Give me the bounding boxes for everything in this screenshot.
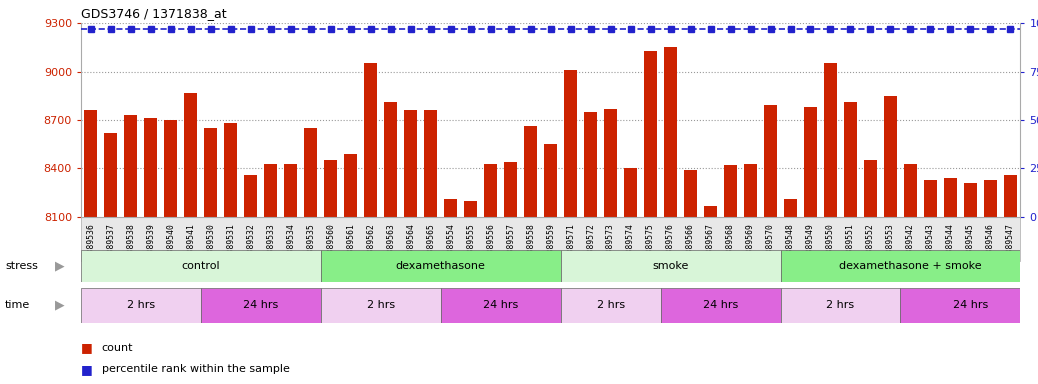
Text: ■: ■ bbox=[81, 363, 92, 376]
Text: time: time bbox=[5, 300, 30, 310]
Bar bbox=[624, 169, 637, 217]
Bar bbox=[924, 180, 937, 217]
Text: 2 hrs: 2 hrs bbox=[366, 300, 394, 310]
Bar bbox=[364, 63, 377, 217]
Bar bbox=[164, 120, 177, 217]
Bar bbox=[244, 175, 257, 217]
Bar bbox=[964, 183, 977, 217]
Bar bbox=[484, 164, 497, 217]
Text: count: count bbox=[102, 343, 133, 353]
Text: 24 hrs: 24 hrs bbox=[243, 300, 278, 310]
Bar bbox=[125, 115, 137, 217]
Bar bbox=[984, 180, 996, 217]
Bar bbox=[824, 63, 837, 217]
Bar bbox=[185, 93, 197, 217]
Bar bbox=[384, 102, 398, 217]
Text: ▶: ▶ bbox=[55, 299, 65, 312]
Bar bbox=[284, 164, 297, 217]
Text: 24 hrs: 24 hrs bbox=[703, 300, 738, 310]
Bar bbox=[844, 102, 857, 217]
Text: dexamethasone + smoke: dexamethasone + smoke bbox=[839, 261, 982, 271]
Bar bbox=[524, 126, 538, 217]
Bar bbox=[725, 165, 737, 217]
Bar bbox=[425, 110, 437, 217]
Bar bbox=[81, 288, 201, 323]
Text: 2 hrs: 2 hrs bbox=[826, 300, 854, 310]
Bar bbox=[561, 250, 781, 282]
Text: 24 hrs: 24 hrs bbox=[483, 300, 518, 310]
Text: ■: ■ bbox=[81, 341, 92, 354]
Bar bbox=[564, 70, 577, 217]
Bar bbox=[441, 288, 561, 323]
Text: 24 hrs: 24 hrs bbox=[953, 300, 988, 310]
Bar bbox=[204, 128, 217, 217]
Bar bbox=[81, 250, 321, 282]
Bar bbox=[764, 106, 777, 217]
Text: 2 hrs: 2 hrs bbox=[127, 300, 155, 310]
Text: GDS3746 / 1371838_at: GDS3746 / 1371838_at bbox=[81, 7, 226, 20]
Bar bbox=[684, 170, 698, 217]
Text: smoke: smoke bbox=[653, 261, 689, 271]
Text: stress: stress bbox=[5, 261, 38, 271]
Bar bbox=[944, 178, 957, 217]
Bar bbox=[84, 110, 98, 217]
Bar bbox=[464, 201, 477, 217]
Bar bbox=[404, 110, 417, 217]
Bar bbox=[781, 250, 1038, 282]
Bar bbox=[804, 107, 817, 217]
Bar bbox=[660, 288, 781, 323]
Bar bbox=[444, 199, 457, 217]
Bar bbox=[784, 199, 797, 217]
Bar bbox=[304, 128, 318, 217]
Text: dexamethasone: dexamethasone bbox=[395, 261, 486, 271]
Bar bbox=[144, 118, 158, 217]
Bar bbox=[744, 164, 757, 217]
Bar bbox=[904, 164, 917, 217]
Text: control: control bbox=[182, 261, 220, 271]
Bar bbox=[265, 164, 277, 217]
Text: percentile rank within the sample: percentile rank within the sample bbox=[102, 364, 290, 374]
Bar bbox=[704, 206, 717, 217]
Bar bbox=[544, 144, 557, 217]
Bar bbox=[321, 288, 441, 323]
Bar bbox=[900, 288, 1038, 323]
Bar bbox=[645, 51, 657, 217]
Bar bbox=[105, 133, 117, 217]
Bar bbox=[321, 250, 561, 282]
Bar bbox=[884, 96, 897, 217]
Bar bbox=[781, 288, 900, 323]
Bar bbox=[1004, 175, 1017, 217]
Bar bbox=[201, 288, 321, 323]
Bar bbox=[324, 161, 337, 217]
Bar bbox=[604, 109, 618, 217]
Text: 2 hrs: 2 hrs bbox=[597, 300, 625, 310]
Bar bbox=[664, 47, 677, 217]
Bar bbox=[584, 112, 597, 217]
Bar bbox=[504, 162, 517, 217]
Bar bbox=[561, 288, 660, 323]
Bar bbox=[864, 161, 877, 217]
Bar bbox=[224, 123, 238, 217]
Bar bbox=[345, 154, 357, 217]
Text: ▶: ▶ bbox=[55, 260, 65, 272]
